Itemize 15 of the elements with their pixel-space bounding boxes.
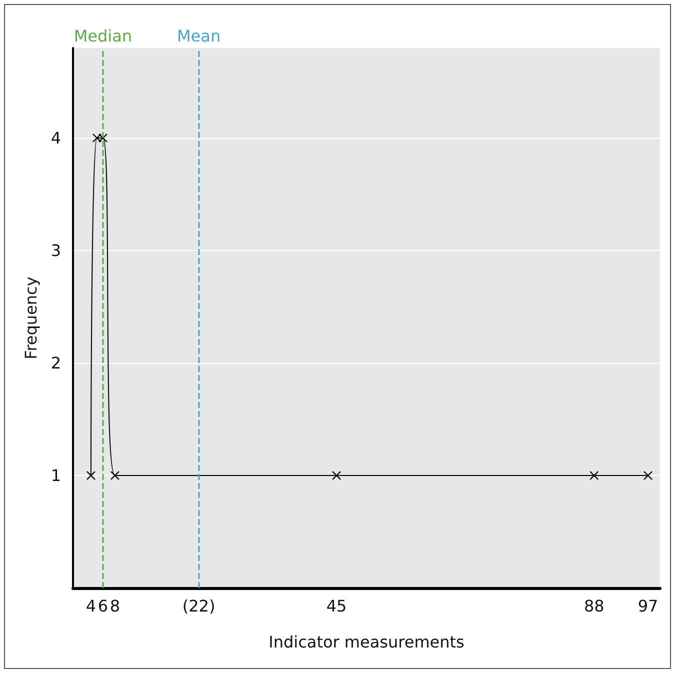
y-axis-title: Frequency	[22, 276, 40, 360]
x-tick-label: 45	[326, 596, 347, 616]
x-tick-label: 8	[110, 596, 120, 616]
y-tick-label: 3	[50, 241, 61, 260]
x-tick-label: 97	[638, 596, 658, 616]
x-tick-label: (22)	[182, 596, 216, 616]
x-tick-label: 88	[584, 596, 604, 616]
ref-line-label: Mean	[176, 26, 221, 46]
y-tick-label: 1	[50, 466, 61, 485]
x-tick-label: 6	[98, 596, 108, 616]
y-tick-label: 4	[50, 128, 61, 148]
x-axis-title: Indicator measurements	[268, 632, 464, 652]
x-tick-label: 4	[86, 596, 96, 616]
y-tick-label: 2	[50, 354, 61, 372]
ref-line-label: Median	[74, 26, 132, 46]
